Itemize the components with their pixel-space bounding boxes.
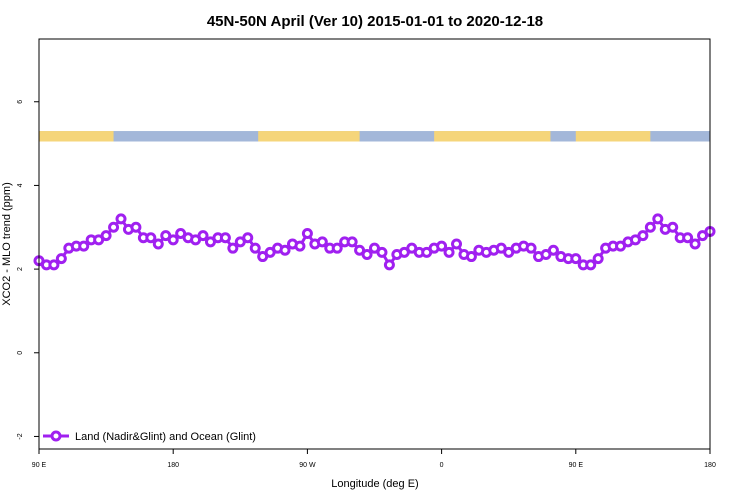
y-tick-label: 6 [17,100,24,104]
x-tick-label: 180 [704,462,716,469]
data-point [197,230,209,242]
ocean-strip [39,131,710,142]
x-tick-label: 90 E [569,462,584,469]
legend-label: Land (Nadir&Glint) and Ocean (Glint) [75,431,256,443]
data-point [652,213,664,225]
data-point [331,242,343,254]
data-point [294,240,306,252]
data-point [242,232,254,244]
data-point [585,259,597,271]
chart-title: 45N-50N April (Ver 10) 2015-01-01 to 202… [207,13,543,30]
data-point [167,234,179,246]
data-point [145,232,157,244]
data-point [443,246,455,258]
land-segment-2 [434,131,551,142]
land-segment-1 [258,131,360,142]
data-point [667,221,679,233]
data-point [682,232,694,244]
legend: Land (Nadir&Glint) and Ocean (Glint) [43,430,256,443]
data-point [316,236,328,248]
data-point [637,230,649,242]
y-tick-label: 0 [17,351,24,355]
y-axis-label: XCO2 - MLO trend (ppm) [1,182,13,305]
data-point [465,251,477,263]
x-tick-label: 180 [167,462,179,469]
x-axis: 90 E 180 90 W 0 90 E 180 [32,449,716,469]
data-point [376,246,388,258]
data-point [48,259,60,271]
data-point [451,238,463,250]
plot-frame [38,38,711,450]
data-point [525,242,537,254]
x-tick-label: 0 [440,462,444,469]
data-point [100,230,112,242]
data-point [279,244,291,256]
data-point [346,236,358,248]
data-point [436,240,448,252]
data-point [152,238,164,250]
land-ocean-mask [39,131,710,142]
data-point [383,259,395,271]
x-tick-label: 90 W [299,462,316,469]
series-layer [33,213,716,271]
data-point [249,242,261,254]
land-segment-0 [39,131,114,142]
x-axis-label: Longitude (deg E) [331,478,418,490]
y-axis: -2 0 2 4 6 [17,100,39,440]
data-point [219,232,231,244]
data-point [547,244,559,256]
data-point [227,242,239,254]
data-point [78,240,90,252]
data-point [130,221,142,233]
x-tick-label: 90 E [32,462,47,469]
data-point [570,253,582,265]
y-tick-label: 4 [17,183,24,187]
y-tick-label: -2 [17,433,24,439]
data-point [301,228,313,240]
data-point [115,213,127,225]
data-point [55,253,67,265]
data-point [108,221,120,233]
y-tick-label: 2 [17,267,24,271]
data-point [361,248,373,260]
data-point [689,238,701,250]
data-point [592,253,604,265]
land-segment-3 [575,131,651,142]
legend-marker [50,430,62,442]
data-point [644,221,656,233]
